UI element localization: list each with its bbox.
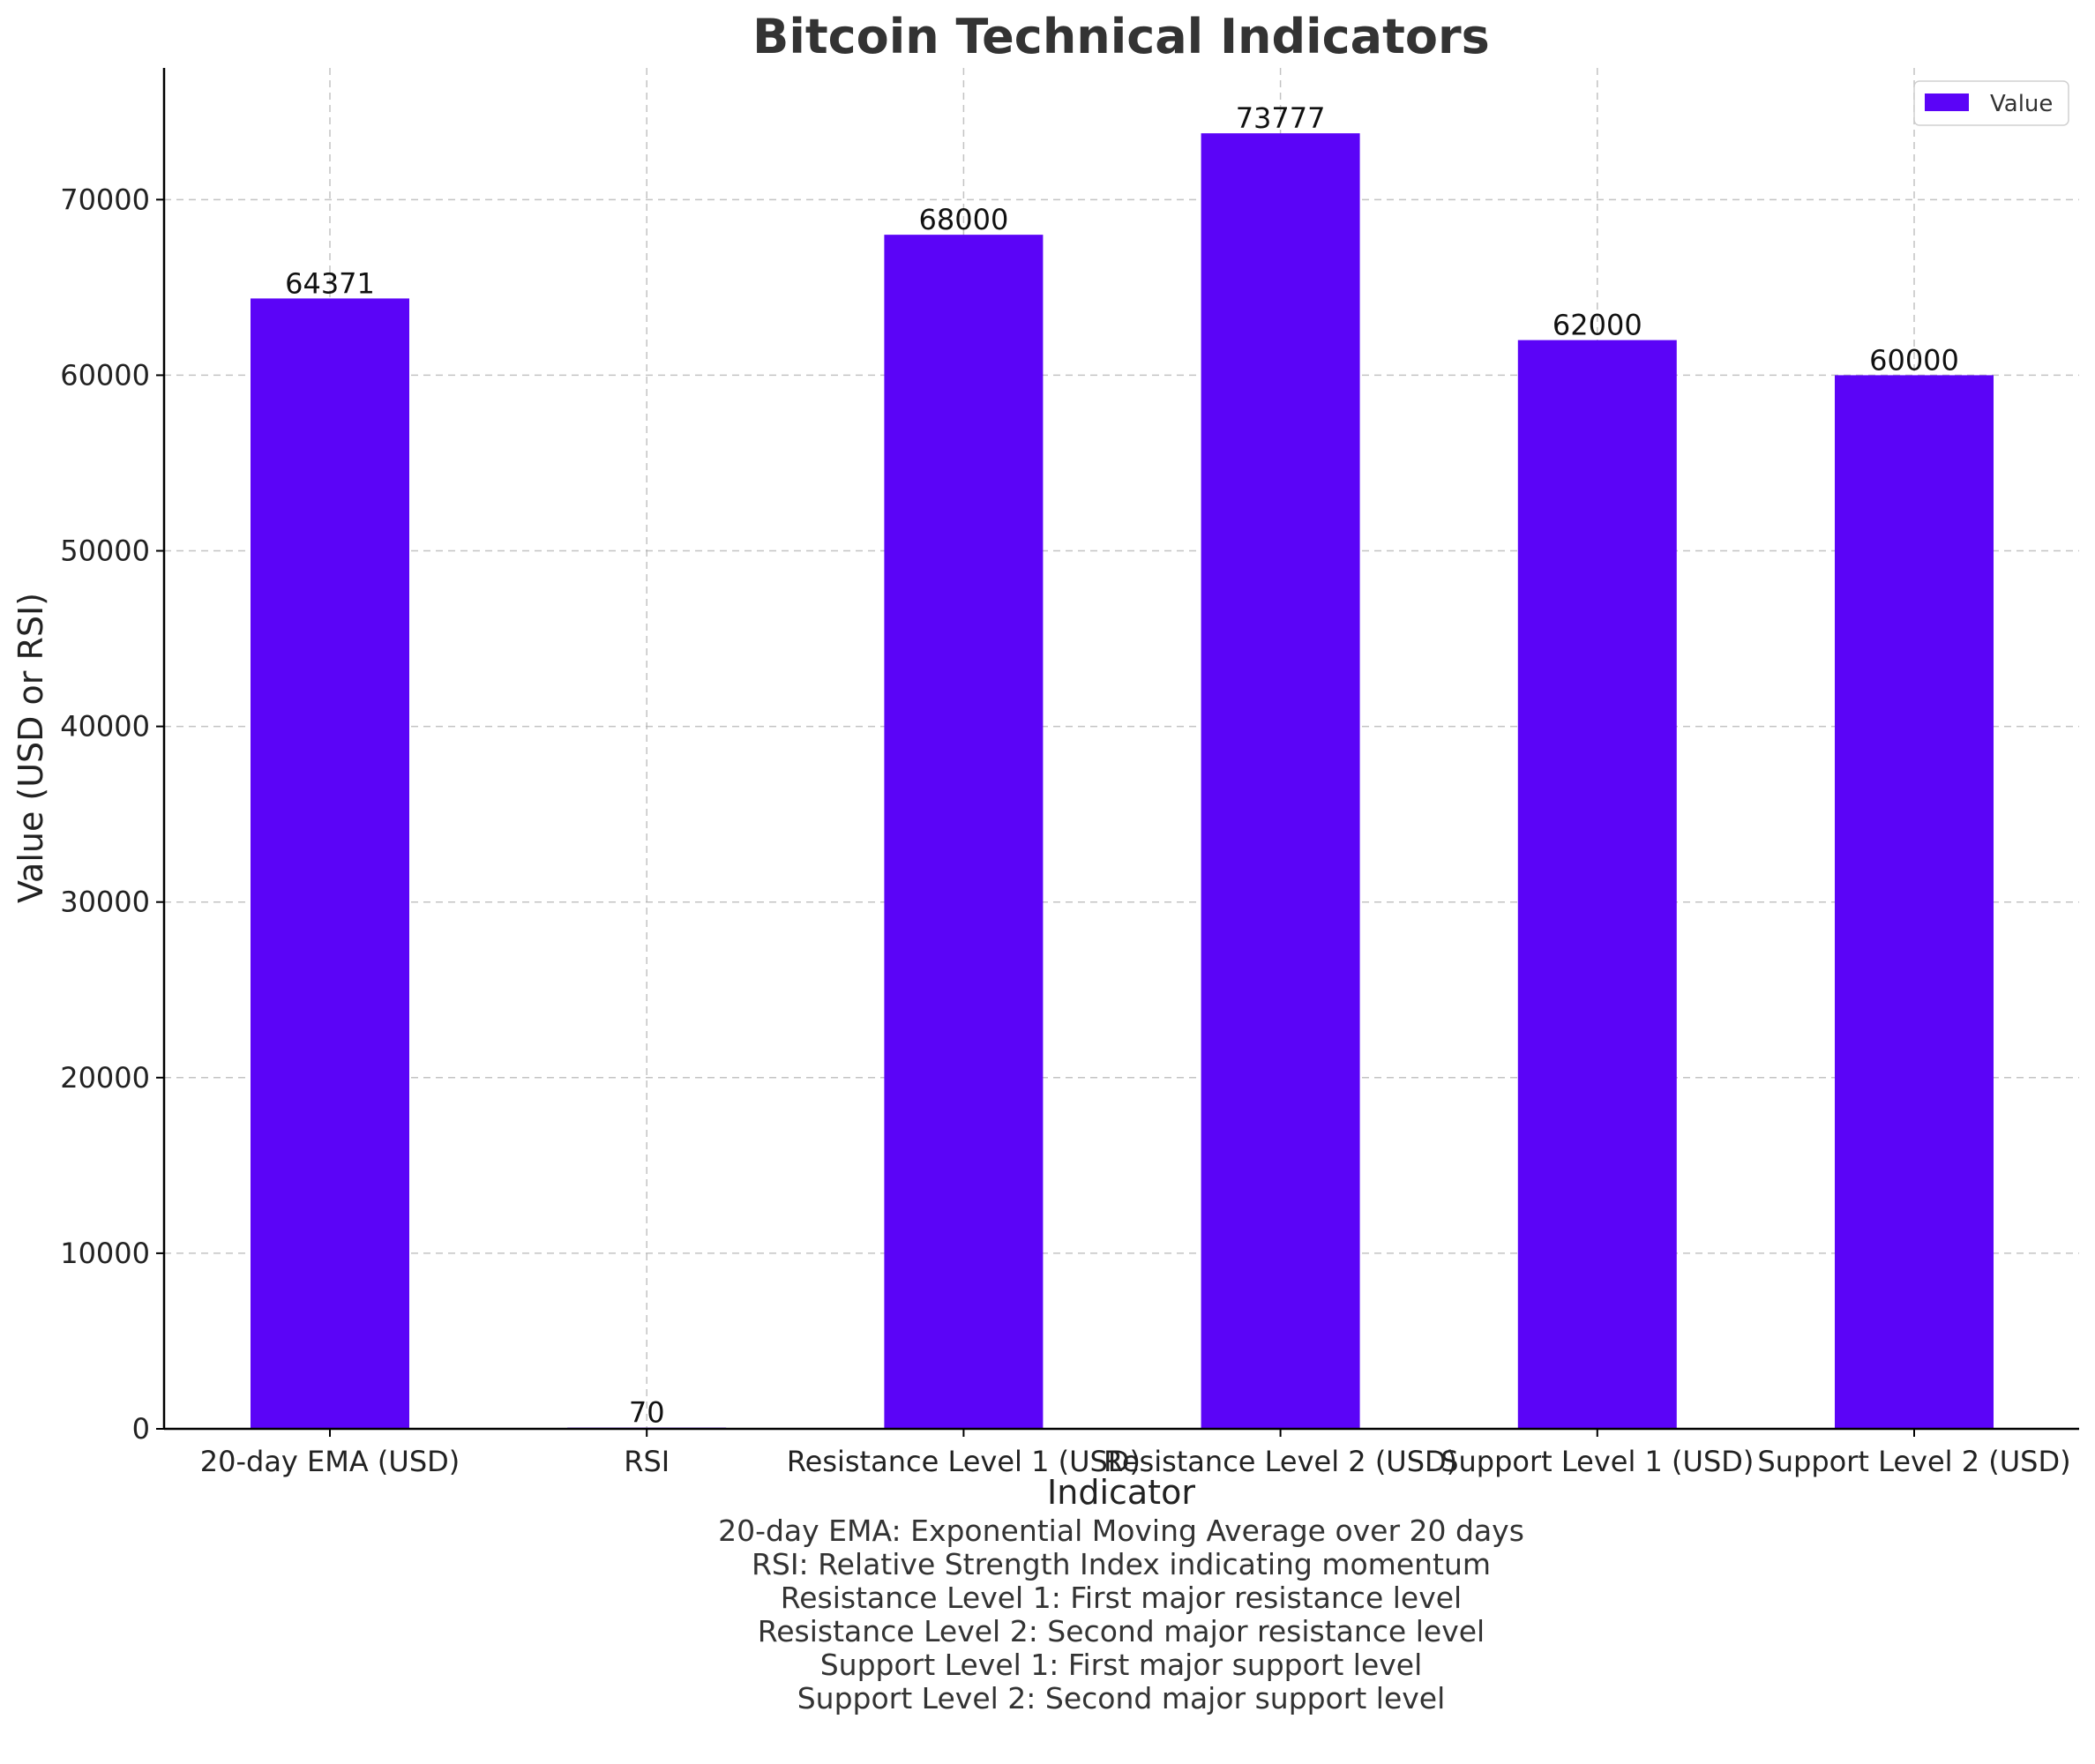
note-line: RSI: Relative Strength Index indicating …	[752, 1547, 1491, 1581]
y-ticks: 0 10000 20000 30000 40000 50000 60000 70000	[60, 183, 164, 1446]
x-tick-label: 20-day EMA (USD)	[200, 1445, 460, 1478]
legend-box	[1913, 80, 2069, 126]
grid-lines	[164, 68, 2079, 1430]
x-tick-label: RSI	[624, 1445, 670, 1478]
data-label: 68000	[919, 203, 1009, 236]
y-tick-label: 10000	[60, 1237, 150, 1270]
x-ticks: 20-day EMA (USD) RSI Resistance Level 1 (U…	[200, 1429, 2071, 1478]
note-line: Support Level 1: First major support lev…	[820, 1648, 1423, 1682]
bars	[251, 133, 1994, 1430]
data-label: 62000	[1553, 309, 1642, 342]
y-tick-label: 20000	[60, 1061, 150, 1095]
bar	[884, 235, 1044, 1429]
bar	[251, 298, 409, 1429]
axes	[162, 68, 2079, 1431]
y-tick-label: 60000	[60, 358, 150, 392]
note-line: 20-day EMA: Exponential Moving Average o…	[718, 1514, 1524, 1548]
indicator-notes: 20-day EMA: Exponential Moving Average o…	[718, 1514, 1524, 1715]
legend-label: Value	[1990, 91, 2053, 117]
bar	[1517, 340, 1677, 1430]
y-tick-label: 40000	[60, 710, 150, 744]
legend-swatch	[1925, 93, 1969, 111]
data-label: 64371	[285, 266, 375, 300]
x-axis-label: Indicator	[1047, 1473, 1195, 1512]
y-tick-label: 70000	[60, 183, 150, 216]
bar	[1201, 133, 1360, 1429]
note-line: Resistance Level 2: Second major resista…	[758, 1614, 1485, 1648]
legend: Value	[1913, 80, 2069, 126]
x-tick-label: Support Level 2 (USD)	[1757, 1445, 2070, 1478]
y-axis-label: Value (USD or RSI)	[11, 593, 50, 903]
note-line: Support Level 2: Second major support le…	[797, 1681, 1446, 1715]
y-tick-label: 50000	[60, 534, 150, 568]
bar	[1835, 375, 1994, 1430]
x-tick-label: Support Level 1 (USD)	[1440, 1445, 1754, 1478]
chart-title: Bitcoin Technical Indicators	[752, 9, 1490, 64]
note-line: Resistance Level 1: First major resistan…	[781, 1581, 1462, 1615]
data-label: 70	[629, 1396, 665, 1430]
x-tick-label: Resistance Level 1 (USD)	[787, 1445, 1141, 1478]
data-label: 73777	[1236, 101, 1326, 135]
x-tick-label: Resistance Level 2 (USD)	[1104, 1445, 1457, 1478]
y-tick-label: 30000	[60, 886, 150, 919]
y-tick-label: 0	[132, 1412, 150, 1446]
data-label: 60000	[1869, 343, 1959, 377]
data-labels: 64371 70 68000 73777 62000 60000	[285, 101, 1959, 1429]
